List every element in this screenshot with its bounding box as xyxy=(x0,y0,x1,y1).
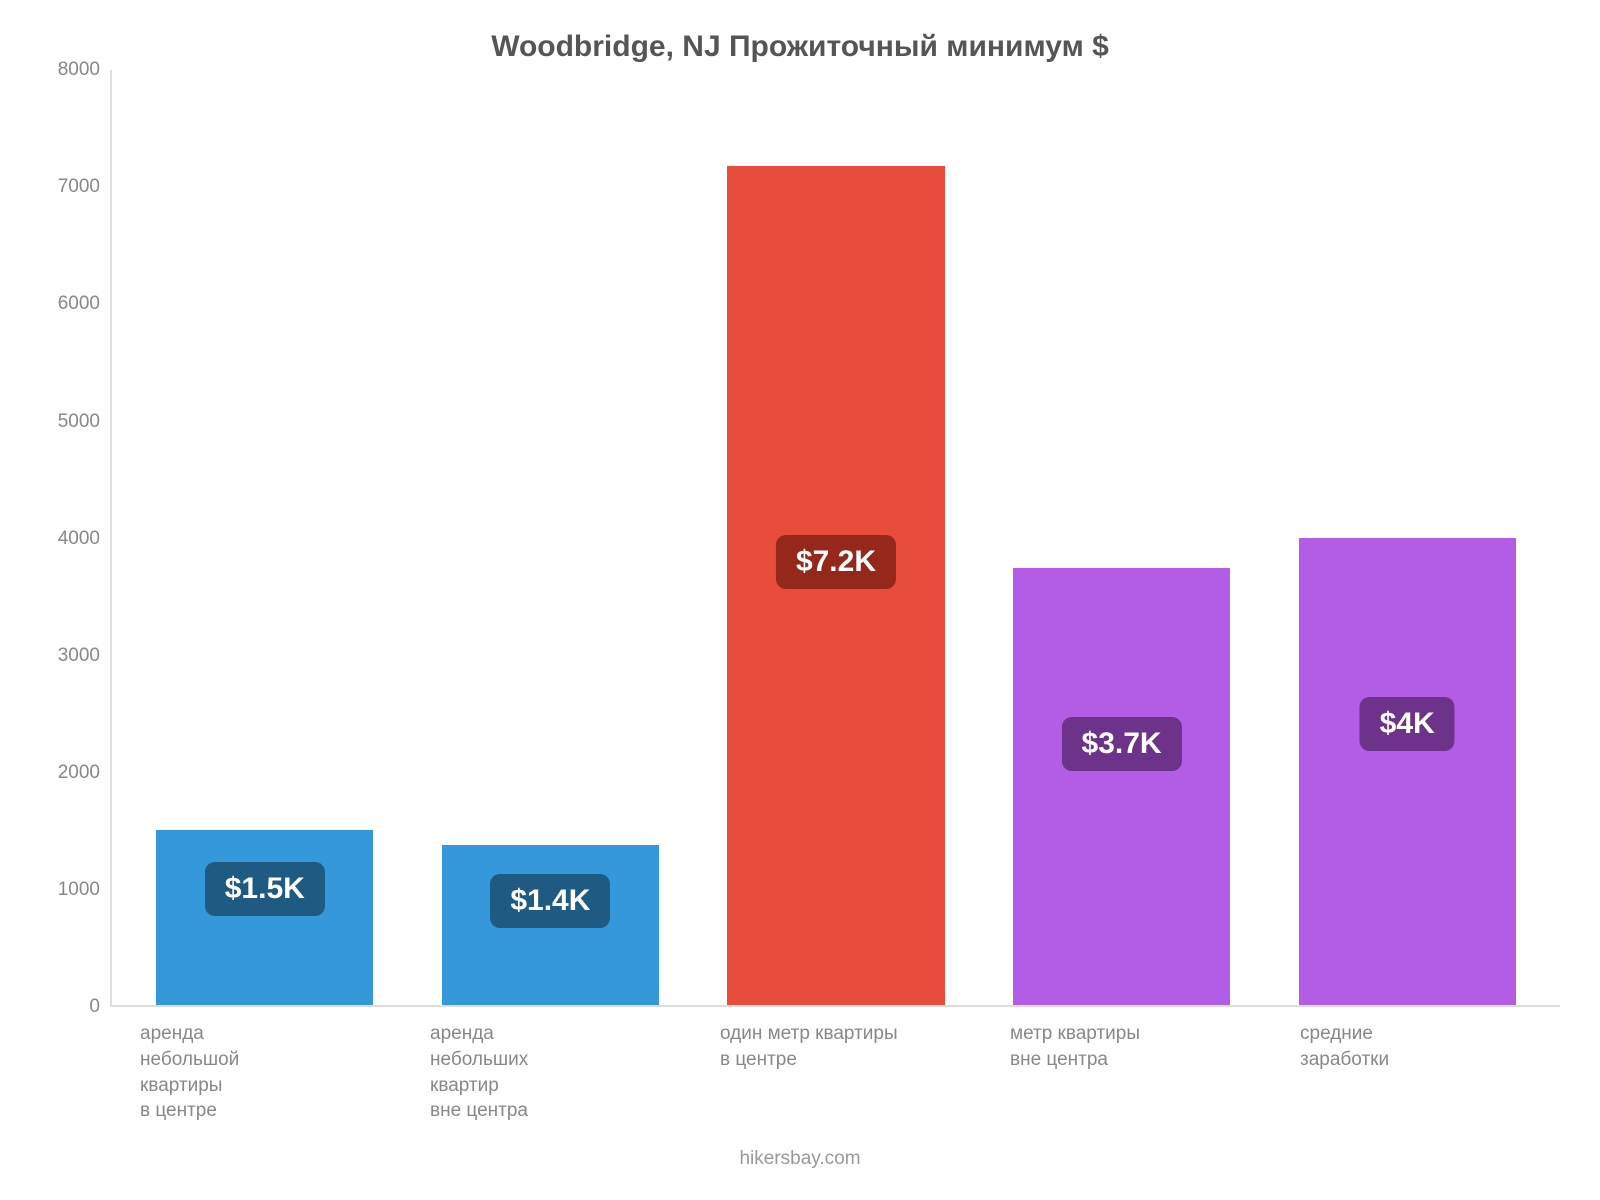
x-axis-label: средниезаработки xyxy=(1270,1021,1560,1124)
value-badge: $7.2K xyxy=(776,535,896,589)
chart-title: Woodbridge, NJ Прожиточный минимум $ xyxy=(40,30,1560,64)
y-tick-label: 0 xyxy=(89,996,100,1018)
x-axis-label: метр квартирывне центра xyxy=(980,1021,1270,1124)
chart-footer: hikersbay.com xyxy=(40,1148,1560,1180)
y-tick-label: 1000 xyxy=(58,879,100,901)
y-tick-label: 4000 xyxy=(58,528,100,550)
x-axis-labels: аренданебольшойквартирыв центреаренданеб… xyxy=(40,1021,1560,1124)
bar: $1.4K xyxy=(442,845,659,1005)
y-tick-label: 8000 xyxy=(58,59,100,81)
x-axis-label: аренданебольшойквартирыв центре xyxy=(110,1021,400,1124)
bar: $1.5K xyxy=(156,830,373,1005)
value-badge: $1.5K xyxy=(205,862,325,916)
bar-slot: $3.7K xyxy=(979,70,1265,1005)
bar: $7.2K xyxy=(727,166,944,1006)
y-tick-label: 6000 xyxy=(58,293,100,315)
y-tick-label: 5000 xyxy=(58,411,100,433)
value-badge: $1.4K xyxy=(490,874,610,928)
bar: $3.7K xyxy=(1013,568,1230,1005)
bar-slot: $1.4K xyxy=(408,70,694,1005)
y-tick-label: 2000 xyxy=(58,762,100,784)
x-axis-label: аренданебольшихквартирвне центра xyxy=(400,1021,690,1124)
chart-area: 010002000300040005000600070008000 $1.5K$… xyxy=(40,70,1560,1007)
bar-slot: $7.2K xyxy=(693,70,979,1005)
y-tick-label: 3000 xyxy=(58,645,100,667)
bars-group: $1.5K $1.4K $7.2K $3.7K $4K xyxy=(112,70,1560,1005)
value-badge: $3.7K xyxy=(1062,717,1182,771)
bar-slot: $4K xyxy=(1264,70,1550,1005)
chart-container: Woodbridge, NJ Прожиточный минимум $ 0 10… xyxy=(0,0,1600,1200)
plot-area: $1.5K $1.4K $7.2K $3.7K $4K xyxy=(110,70,1560,1007)
x-axis-label: один метр квартирыв центре xyxy=(690,1021,980,1124)
bar: $4K xyxy=(1299,538,1516,1006)
y-tick-label: 7000 xyxy=(58,176,100,198)
y-axis: 010002000300040005000600070008000 xyxy=(40,70,110,1007)
bar-slot: $1.5K xyxy=(122,70,408,1005)
value-badge: $4K xyxy=(1360,697,1455,751)
